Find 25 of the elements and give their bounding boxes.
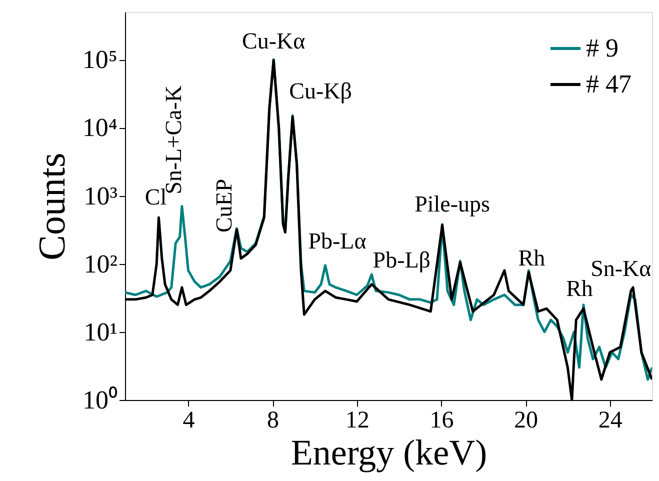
x-tick-label: 24	[598, 408, 622, 434]
legend-label: # 9	[586, 34, 618, 62]
y-tick-label: 10⁴	[82, 113, 118, 142]
legend-label: # 47	[586, 70, 632, 98]
y-axis-title: Counts	[31, 152, 74, 260]
y-tick-label: 10⁵	[82, 45, 118, 74]
x-tick-label: 4	[182, 408, 195, 434]
annotation: CuEP	[212, 178, 237, 233]
annotation: Pb-Lα	[308, 228, 366, 254]
y-tick-label: 10¹	[84, 317, 118, 346]
y-tick-label: 10²	[84, 249, 118, 278]
annotation: Rh	[518, 245, 546, 270]
x-tick-label: 12	[345, 408, 370, 434]
annotation: Cu-Kβ	[289, 78, 352, 104]
annotation: Pile-ups	[414, 191, 490, 216]
x-tick-label: 20	[514, 408, 538, 434]
x-tick-label: 16	[430, 408, 454, 434]
annotation: Rh	[566, 276, 594, 301]
x-axis-title: Energy (keV)	[290, 432, 488, 472]
annotation: Cu-Kα	[242, 28, 306, 54]
y-tick-label: 10⁰	[82, 386, 118, 414]
y-tick-label: 10³	[84, 181, 118, 210]
annotation: Sn-Kα	[590, 256, 652, 281]
annotation: Pb-Lβ	[372, 247, 430, 272]
x-tick-label: 8	[267, 408, 280, 434]
